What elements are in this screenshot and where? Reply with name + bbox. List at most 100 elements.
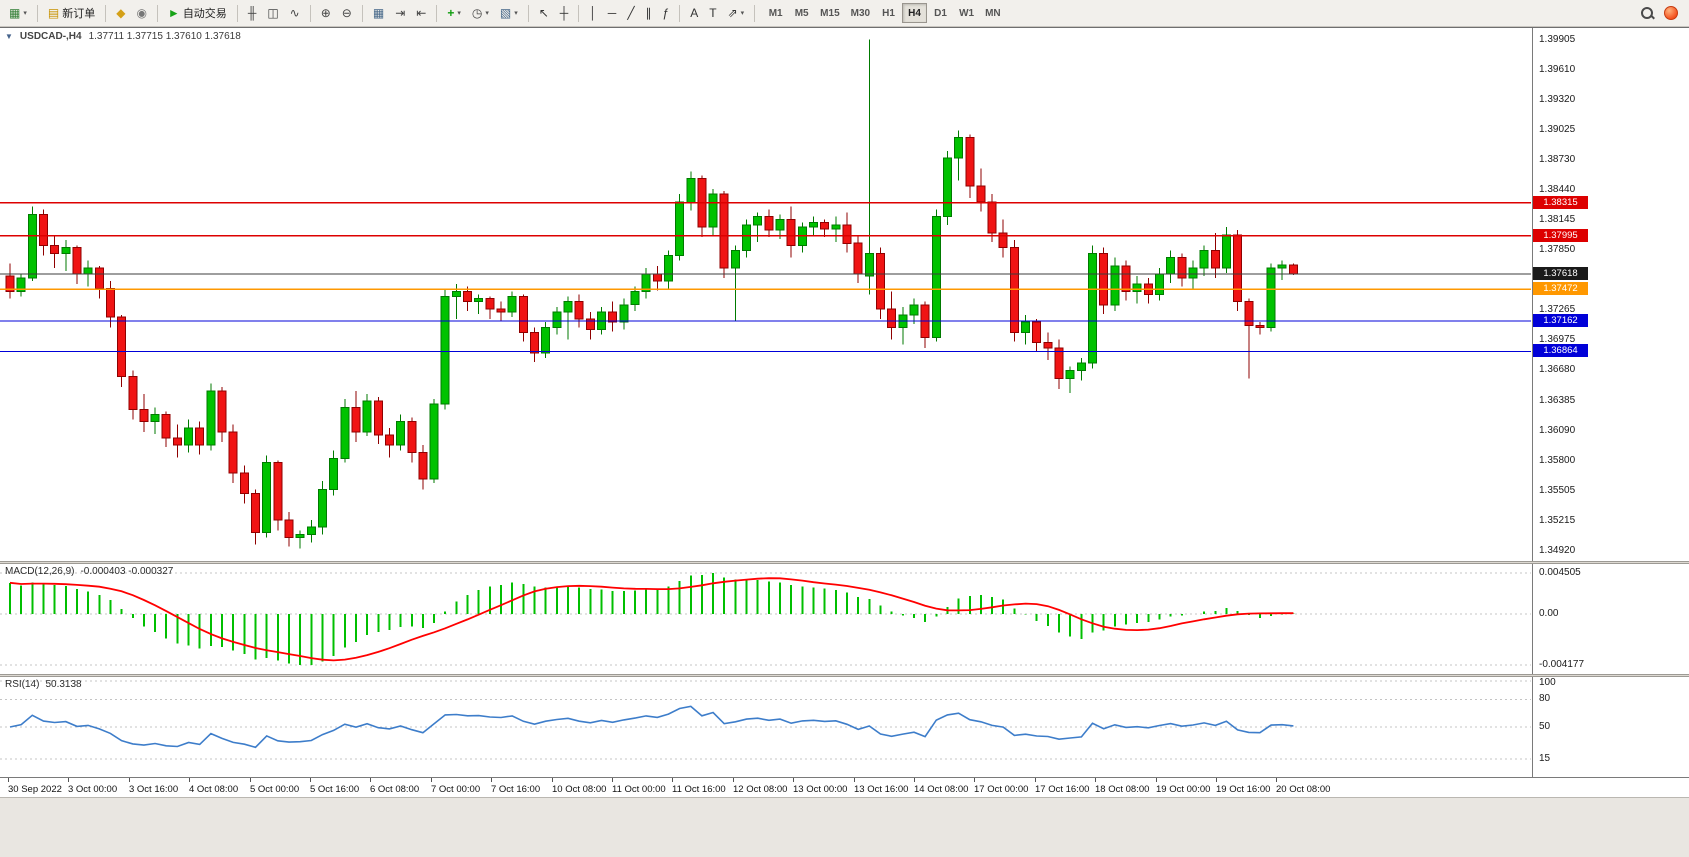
fibonacci-button[interactable]: ƒ [658,2,675,24]
price-axis-label: 1.36385 [1539,394,1576,406]
autotrading-label: 自动交易 [182,8,227,20]
equidistant-channel-button[interactable]: ∥ [641,2,657,24]
new-order-button[interactable]: ▤ 新订单 [43,2,100,24]
timeframe-h4-button[interactable]: H4 [902,3,928,23]
tile-windows-icon: ▦ [372,6,385,20]
macd-values: -0.000403 -0.000327 [80,566,174,577]
text-label-button[interactable]: T [704,2,721,24]
time-tick [974,778,975,782]
indicators-button[interactable]: + ▾ [442,2,466,24]
time-axis-label: 18 Oct 08:00 [1095,784,1150,795]
toolbar-separator [309,4,311,22]
price-pane: ▼ USDCAD-,H4 1.37711 1.37715 1.37610 1.3… [0,28,1689,561]
time-axis-label: 17 Oct 16:00 [1035,784,1090,795]
time-axis-label: 12 Oct 08:00 [733,784,788,795]
time-tick [733,778,734,782]
search-icon[interactable] [1640,6,1655,21]
equidistant-channel-icon: ∥ [645,6,652,20]
macd-chart[interactable] [0,564,1531,674]
time-axis-label: 7 Oct 16:00 [491,784,541,795]
autotrading-button[interactable]: ► 自动交易 [163,2,232,24]
ohlc-quote: 1.37711 1.37715 1.37610 1.37618 [88,31,241,42]
time-axis[interactable]: 30 Sep 2022 3 Oct 00:00 3 Oct 16:00 4 Oct 0… [0,777,1689,797]
price-axis-label: 1.34920 [1539,544,1576,556]
chevron-down-icon: ▾ [514,10,518,17]
pane-splitter[interactable] [0,561,1689,564]
time-axis-label: 3 Oct 16:00 [129,784,179,795]
trendline-button[interactable]: ╱ [622,2,639,24]
toolbar-separator [436,4,438,22]
periods-button[interactable]: ◷ ▾ [467,2,494,24]
zoom-in-button[interactable]: ⊕ [316,2,336,24]
toolbar-separator [527,4,529,22]
tile-windows-button[interactable]: ▦ [368,2,389,24]
autotrading-icon: ► [167,6,180,20]
bars-chart-button[interactable]: ╫ [243,2,262,24]
price-axis-label: 1.39610 [1539,64,1576,76]
time-axis-label: 3 Oct 00:00 [68,784,118,795]
macd-plot[interactable]: MACD(12,26,9) -0.000403 -0.000327 [0,564,1532,674]
collapse-triangle-icon[interactable]: ▼ [5,32,13,41]
horizontal-line-button[interactable]: ─ [603,2,622,24]
timeframe-w1-button[interactable]: W1 [954,3,979,23]
text-button[interactable]: A [685,2,703,24]
candles-chart-button[interactable]: ◫ [262,2,283,24]
price-axis-label: 1.35215 [1539,514,1576,526]
timeframe-m5-button[interactable]: M5 [789,3,814,23]
vertical-line-button[interactable]: │ [584,2,602,24]
time-axis-label: 6 Oct 08:00 [370,784,420,795]
price-axis-label: 1.39320 [1539,93,1576,105]
price-axis-label: 1.35505 [1539,484,1576,496]
price-tag[interactable]: 1.37472 [1533,282,1588,295]
price-axis-label: 1.37850 [1539,244,1576,256]
chevron-down-icon: ▾ [23,10,27,17]
price-tag[interactable]: 1.38315 [1533,196,1588,209]
time-tick [1276,778,1277,782]
rsi-plot[interactable]: RSI(14) 50.3138 [0,677,1532,777]
arrows-button[interactable]: ⇗ ▾ [723,2,750,24]
templates-button[interactable]: ▧ ▾ [495,2,523,24]
macd-axis[interactable]: 0.004505 0.00 -0.004177 [1532,564,1689,674]
crosshair-button[interactable]: ┼ [555,2,574,24]
pane-splitter[interactable] [0,674,1689,677]
auto-scroll-button[interactable]: ⇥ [390,2,410,24]
price-tag[interactable]: 1.36864 [1533,344,1588,357]
timeframe-d1-button[interactable]: D1 [928,3,953,23]
price-tag[interactable]: 1.37618 [1533,267,1588,280]
time-tick [672,778,673,782]
metaeditor-button[interactable]: ◆ [111,2,130,24]
text-icon: A [690,6,699,20]
toolbar-separator [679,4,681,22]
time-axis-label: 4 Oct 08:00 [189,784,239,795]
zoom-out-button[interactable]: ⊖ [337,2,357,24]
timeframe-h1-button[interactable]: H1 [876,3,901,23]
chart-shift-button[interactable]: ⇤ [411,2,431,24]
timeframe-m15-button[interactable]: M15 [815,3,844,23]
candlestick-chart[interactable] [0,28,1531,561]
arrows-icon: ⇗ [727,6,738,20]
time-tick [8,778,9,782]
community-button[interactable]: ◉ [131,2,151,24]
macd-axis-label: 0.00 [1539,607,1559,619]
line-chart-button[interactable]: ∿ [285,2,305,24]
cursor-button[interactable]: ↖ [534,2,554,24]
text-label-icon: T [709,6,717,20]
rsi-title: RSI(14) [5,679,40,690]
price-axis[interactable]: 1.39905 1.39610 1.39320 1.39025 1.38730 1.384… [1532,28,1689,561]
notification-icon[interactable] [1664,6,1678,20]
new-chart-button[interactable]: ▦ ▾ [4,2,32,24]
time-axis-label: 14 Oct 08:00 [914,784,969,795]
timeframe-mn-button[interactable]: MN [980,3,1006,23]
price-plot[interactable]: ▼ USDCAD-,H4 1.37711 1.37715 1.37610 1.3… [0,28,1532,561]
time-axis-label: 20 Oct 08:00 [1276,784,1331,795]
timeframe-m1-button[interactable]: M1 [763,3,788,23]
price-tag[interactable]: 1.37995 [1533,229,1588,242]
price-tag[interactable]: 1.37162 [1533,314,1588,327]
price-axis-label: 1.38440 [1539,183,1576,195]
indicators-icon: + [447,6,455,20]
toolbar-separator [236,4,238,22]
timeframe-m30-button[interactable]: M30 [846,3,875,23]
vertical-line-icon: │ [589,6,597,20]
rsi-axis[interactable]: 100 80 50 15 [1532,677,1689,777]
rsi-chart[interactable] [0,677,1531,777]
